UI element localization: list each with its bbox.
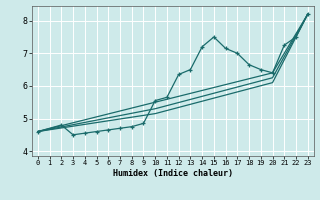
X-axis label: Humidex (Indice chaleur): Humidex (Indice chaleur) [113,169,233,178]
